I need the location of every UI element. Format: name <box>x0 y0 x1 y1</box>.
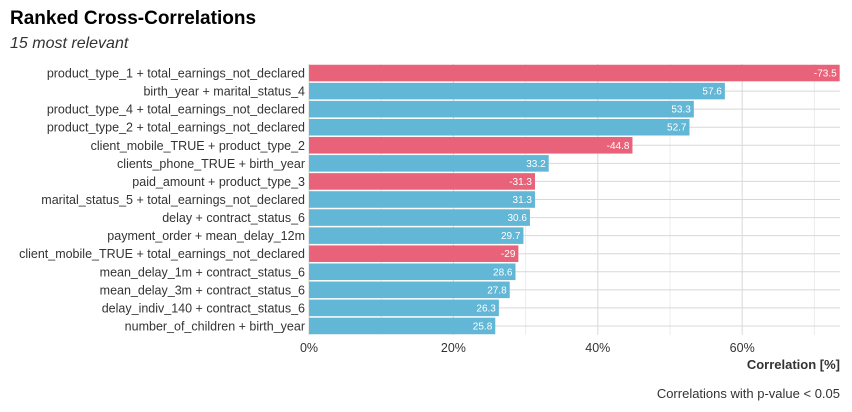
bar <box>309 82 725 100</box>
data-label: 29.7 <box>501 231 521 242</box>
category-label: delay + contract_status_6 <box>162 211 305 225</box>
bar <box>309 155 549 172</box>
category-label: client_mobile_TRUE + product_type_2 <box>91 139 305 153</box>
category-label: marital_status_5 + total_earnings_not_de… <box>41 193 305 207</box>
category-label: payment_order + mean_delay_12m <box>107 229 305 243</box>
data-label: -31.3 <box>509 177 532 188</box>
category-label: delay_indiv_140 + contract_status_6 <box>102 301 305 315</box>
category-label: product_type_4 + total_earnings_not_decl… <box>47 103 305 117</box>
bar <box>309 209 530 226</box>
bar <box>309 317 496 335</box>
x-tick-label: 0% <box>300 341 318 355</box>
data-label: -44.8 <box>607 141 630 152</box>
bar <box>309 118 690 136</box>
bar <box>309 281 510 299</box>
bar <box>309 263 516 281</box>
chart-title: Ranked Cross-Correlations <box>10 8 257 29</box>
bar <box>309 137 633 154</box>
category-label: mean_delay_1m + contract_status_6 <box>100 265 305 279</box>
category-label: birth_year + marital_status_4 <box>143 85 305 99</box>
data-label: 53.3 <box>671 105 691 116</box>
bar <box>309 245 519 262</box>
data-label: -73.5 <box>814 69 837 80</box>
category-label: mean_delay_3m + contract_status_6 <box>100 283 305 297</box>
bar <box>309 100 694 118</box>
chart-caption: Correlations with p-value < 0.05 <box>657 386 840 401</box>
data-label: 28.6 <box>493 267 513 278</box>
bar <box>309 227 524 244</box>
x-axis-title: Correlation [%] <box>747 357 840 372</box>
x-tick-label: 20% <box>441 341 466 355</box>
data-label: -29 <box>501 249 516 260</box>
data-label: 33.2 <box>526 159 546 170</box>
x-tick-label: 60% <box>730 341 755 355</box>
data-label: 25.8 <box>473 321 493 332</box>
category-label: number_of_children + birth_year <box>125 319 305 333</box>
data-label: 26.3 <box>476 303 496 314</box>
data-label: 31.3 <box>513 195 533 206</box>
bar <box>309 64 840 82</box>
chart-subtitle: 15 most relevant <box>10 35 129 52</box>
category-label: clients_phone_TRUE + birth_year <box>117 157 305 171</box>
bar <box>309 173 535 190</box>
x-tick-label: 40% <box>585 341 610 355</box>
data-label: 52.7 <box>667 123 687 134</box>
bar <box>309 299 499 317</box>
data-label: 30.6 <box>507 213 527 224</box>
category-label: product_type_1 + total_earnings_not_decl… <box>47 67 305 81</box>
data-label: 27.8 <box>487 285 507 296</box>
bar <box>309 191 535 208</box>
data-label: 57.6 <box>702 87 722 98</box>
category-label: product_type_2 + total_earnings_not_decl… <box>47 121 305 135</box>
category-label: paid_amount + product_type_3 <box>132 175 305 189</box>
category-label: client_mobile_TRUE + total_earnings_not_… <box>19 247 305 261</box>
